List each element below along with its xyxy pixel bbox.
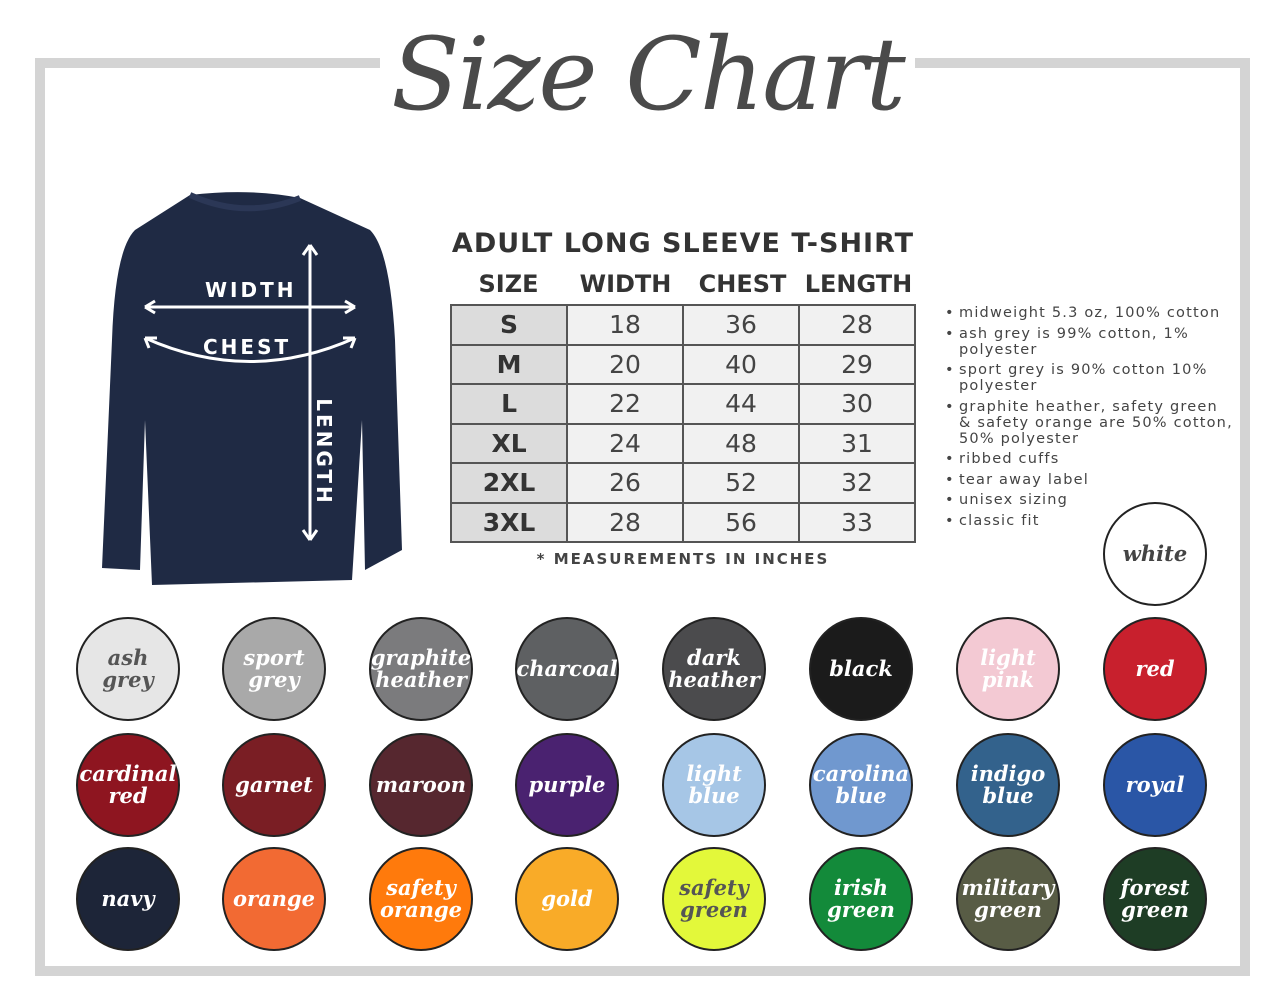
color-swatch-navy: navy [76,847,180,951]
color-swatch-royal: royal [1103,733,1207,837]
measurement-cell: 36 [682,304,800,346]
header-width: WIDTH [579,270,672,298]
color-swatch-ash-grey: ash grey [76,617,180,721]
color-swatch-maroon: maroon [369,733,473,837]
size-cell: XL [449,422,569,464]
measurement-cell: 28 [566,501,685,543]
size-table: S 18 36 28 M 20 40 29 L 22 44 30 XL 24 48 31 2XL 26 52 32 3X… [449,304,916,543]
measurement-cell: 26 [566,462,685,504]
measurement-cell: 44 [682,383,800,425]
color-swatch-indigo-blue: indigo blue [956,733,1060,837]
measurement-cell: 24 [566,422,685,464]
size-cell: 2XL [449,462,569,504]
color-swatch-light-blue: light blue [662,733,766,837]
color-swatch-cardinal-red: cardinal red [76,733,180,837]
shirt-illustration: WIDTH CHEST LENGTH [90,190,410,594]
measurement-cell: 40 [682,343,800,385]
measurement-cell: 52 [682,462,800,504]
feature-item: ash grey is 99% cotton, 1% polyester [945,326,1235,358]
color-swatch-dark-heather: dark heather [662,617,766,721]
color-swatch-light-pink: light pink [956,617,1060,721]
table-row: 2XL 26 52 32 [449,462,916,504]
feature-list: midweight 5.3 oz, 100% cotton ash grey is… [945,305,1235,533]
feature-item: ribbed cuffs [945,451,1235,467]
color-swatch-red: red [1103,617,1207,721]
measurement-cell: 30 [798,383,916,425]
header-size: SIZE [478,270,539,298]
color-swatch-gold: gold [515,847,619,951]
measurement-cell: 56 [682,501,800,543]
color-swatch-carolina-blue: carolina blue [809,733,913,837]
color-swatch-charcoal: charcoal [515,617,619,721]
color-swatch-garnet: garnet [222,733,326,837]
measurement-cell: 29 [798,343,916,385]
measurement-cell: 22 [566,383,685,425]
color-swatch-purple: purple [515,733,619,837]
color-swatch-forest-green: forest green [1103,847,1207,951]
color-swatch-white: white [1103,502,1207,606]
header-length: LENGTH [804,270,913,298]
table-row: XL 24 48 31 [449,422,916,464]
measurement-cell: 32 [798,462,916,504]
size-cell: M [449,343,569,385]
page-title: Size Chart [391,16,906,133]
size-cell: 3XL [449,501,569,543]
color-swatch-sport-grey: sport grey [222,617,326,721]
header-chest: CHEST [698,270,787,298]
table-row: L 22 44 30 [449,383,916,425]
table-row: 3XL 28 56 33 [449,501,916,543]
measurement-cell: 20 [566,343,685,385]
color-swatch-graphite-heather: graphite heather [369,617,473,721]
width-label: WIDTH [205,278,297,302]
measurement-cell: 31 [798,422,916,464]
table-title: ADULT LONG SLEEVE T-SHIRT [451,228,915,259]
color-swatch-safety-green: safety green [662,847,766,951]
measurement-cell: 18 [566,304,685,346]
feature-item: classic fit [945,513,1235,529]
table-row: S 18 36 28 [449,304,916,346]
chest-label: CHEST [203,335,292,359]
measurement-cell: 48 [682,422,800,464]
feature-item: unisex sizing [945,492,1235,508]
frame-gap [380,50,915,74]
feature-item: tear away label [945,472,1235,488]
measurement-cell: 28 [798,304,916,346]
color-swatch-military-green: military green [956,847,1060,951]
color-swatch-orange: orange [222,847,326,951]
color-swatch-safety-orange: safety orange [369,847,473,951]
feature-item: midweight 5.3 oz, 100% cotton [945,305,1235,321]
color-swatch-irish-green: irish green [809,847,913,951]
measurement-cell: 33 [798,501,916,543]
length-label: LENGTH [311,398,336,506]
feature-item: graphite heather, safety green & safety … [945,399,1235,447]
table-row: M 20 40 29 [449,343,916,385]
color-swatch-black: black [809,617,913,721]
size-cell: L [449,383,569,425]
shirt-shape [102,192,402,585]
feature-item: sport grey is 90% cotton 10% polyester [945,362,1235,394]
size-cell: S [449,304,569,346]
measurement-note: * MEASUREMENTS IN INCHES [536,550,830,568]
